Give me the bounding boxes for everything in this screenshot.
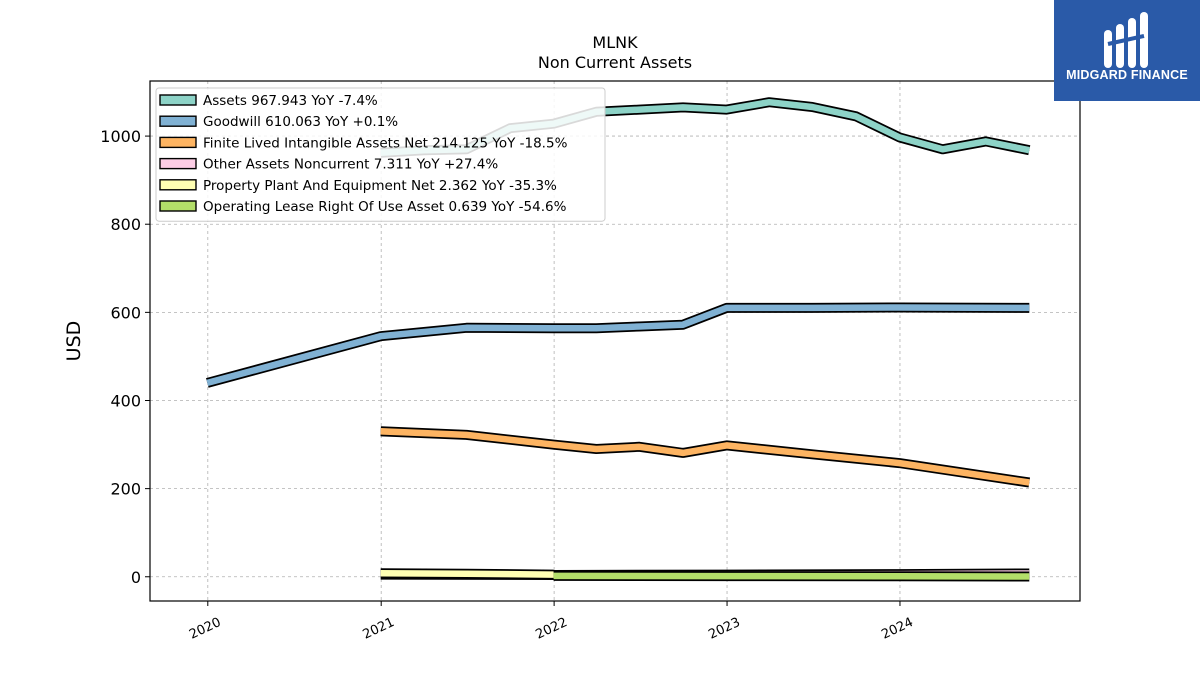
legend-entry: Finite Lived Intangible Assets Net 214.1…: [203, 135, 568, 151]
x-tick-label: 2023: [706, 615, 742, 643]
legend-swatch: [159, 136, 197, 149]
legend-entry: Operating Lease Right Of Use Asset 0.639…: [203, 199, 567, 215]
y-tick-label: 0: [131, 568, 141, 587]
y-tick-label: 200: [110, 480, 141, 499]
legend-swatch: [159, 179, 197, 191]
legend-entry: Other Assets Noncurrent 7.311 YoY +27.4%: [203, 157, 498, 173]
x-tick-label: 2020: [187, 615, 223, 643]
series-fill: [380, 569, 554, 578]
x-tick-label: 2021: [361, 615, 397, 643]
y-tick-label: 600: [110, 303, 141, 322]
x-tick-label: 2022: [533, 615, 569, 643]
midgard-logo-icon: [1104, 12, 1148, 68]
series-line: [380, 568, 554, 580]
y-tick-label: 400: [110, 391, 141, 410]
legend-swatch: [159, 115, 197, 127]
x-axis: 2020 2021 2022 2023 2024: [187, 601, 916, 643]
series-line: [553, 570, 1030, 582]
legend-entry: Property Plant And Equipment Net 2.362 Y…: [203, 178, 557, 194]
chart-subtitle: Non Current Assets: [538, 53, 692, 72]
plot-frame: [149, 80, 1081, 602]
y-axis-label: USD: [63, 321, 85, 362]
series-fill: [206, 304, 1030, 387]
chart-title: MLNK: [592, 33, 638, 52]
legend-swatch: [159, 200, 197, 212]
series-line: [380, 426, 1031, 488]
series-fill: [380, 428, 1030, 486]
legend-box: [155, 87, 606, 222]
legend-swatch: [159, 94, 197, 106]
y-axis: 0 200 400 600 800 1000: [100, 127, 150, 587]
series-fill: [553, 572, 1030, 580]
x-tick-label: 2024: [879, 615, 915, 643]
legend-swatch: [159, 157, 197, 170]
legend: Assets 967.943 YoY -7.4% Goodwill 610.063…: [155, 87, 606, 222]
brand-name: MIDGARD FINANCE: [1066, 68, 1188, 82]
brand-logo: MIDGARD FINANCE: [1054, 0, 1200, 101]
legend-entry: Goodwill 610.063 YoY +0.1%: [203, 114, 398, 130]
legend-entry: Assets 967.943 YoY -7.4%: [203, 93, 378, 109]
y-tick-label: 800: [110, 215, 141, 234]
series-outline: [205, 302, 1030, 388]
y-tick-label: 1000: [100, 127, 141, 146]
series-line: [205, 302, 1030, 388]
